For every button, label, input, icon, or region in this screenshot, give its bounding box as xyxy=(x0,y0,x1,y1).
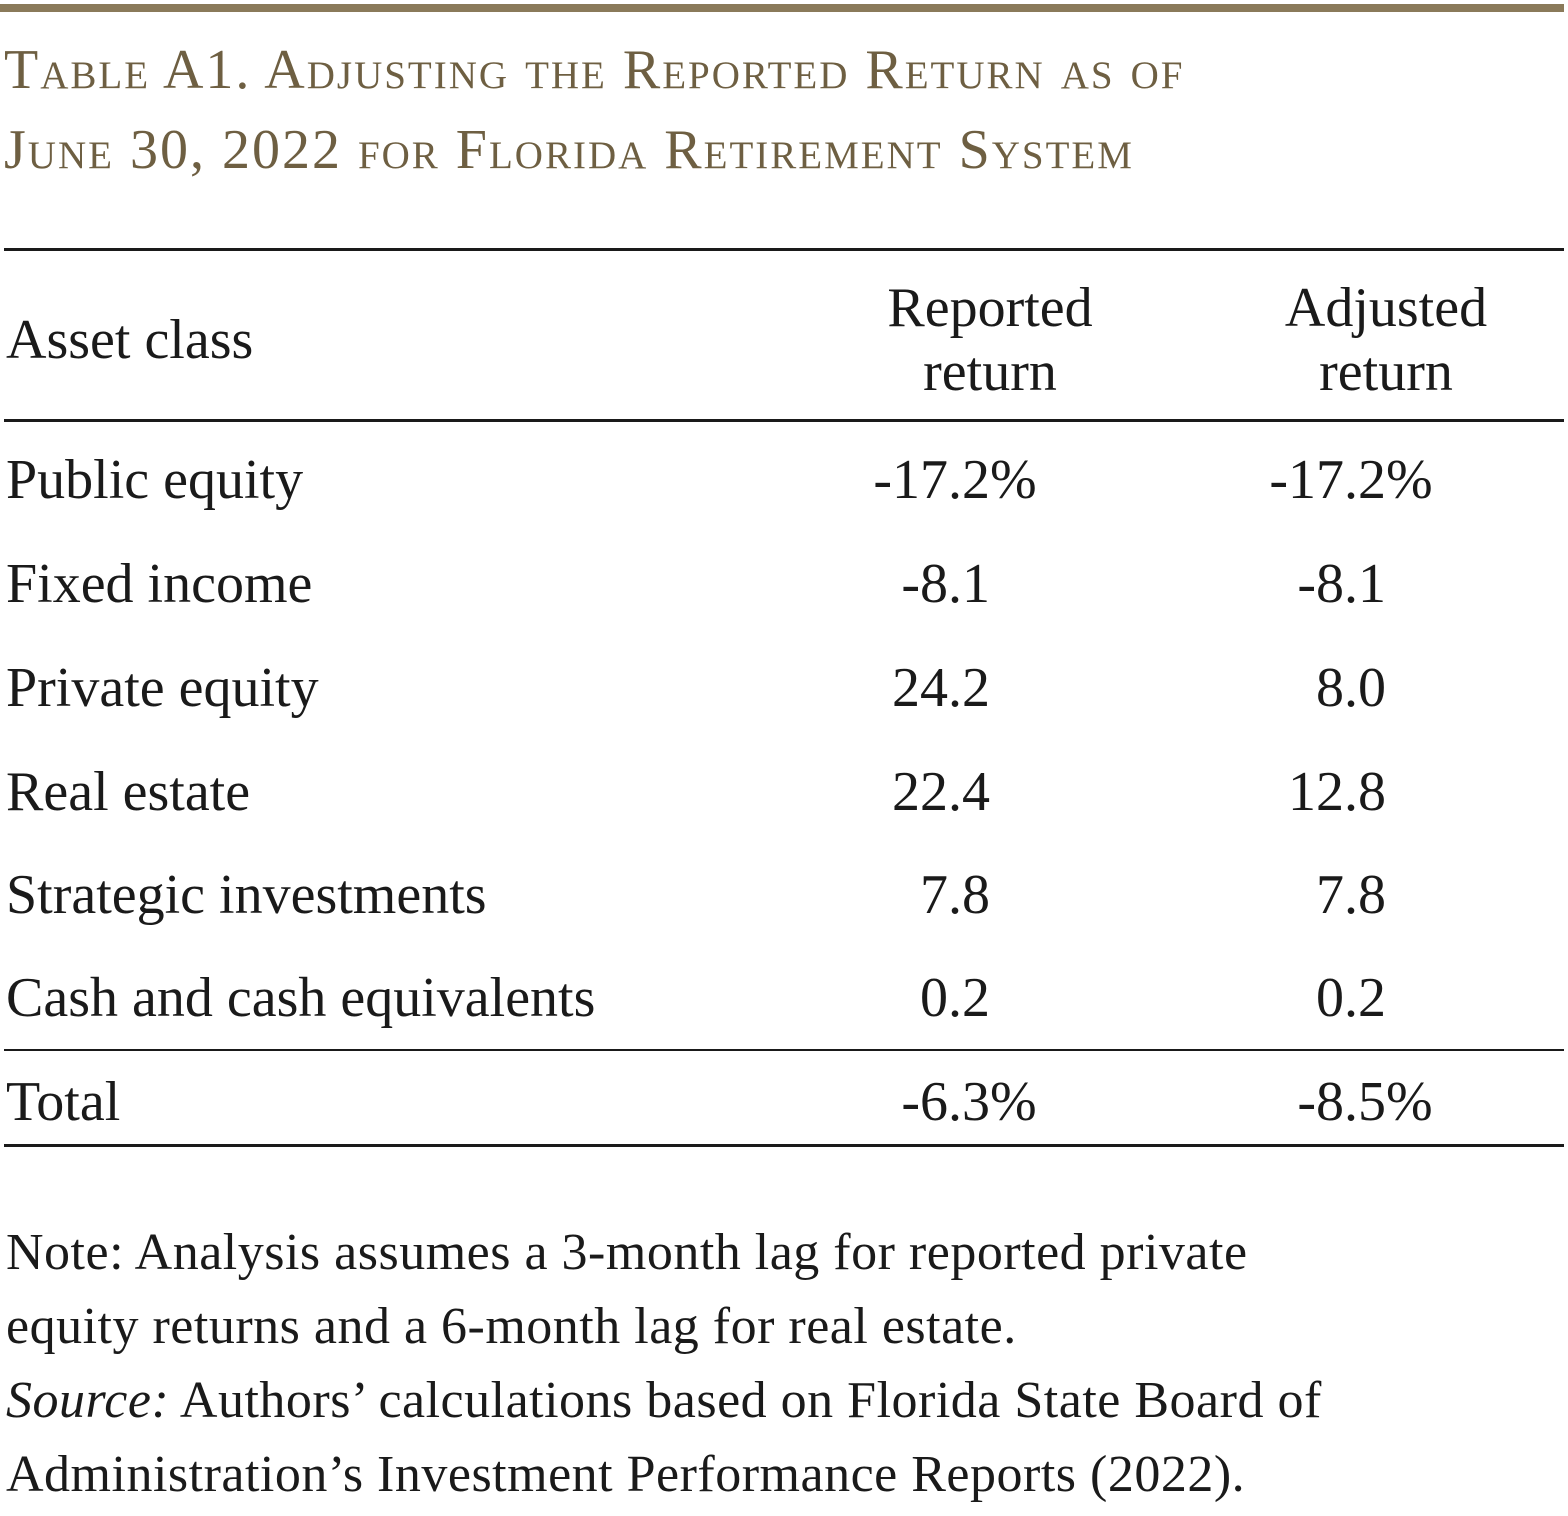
table-notes: Note: Analysis assumes a 3-month lag for… xyxy=(6,1216,1566,1512)
table-title: Table A1. Adjusting the Reported Return … xyxy=(4,30,1544,190)
table-row: Cash and cash equivalents 0.2 0.2 xyxy=(0,946,1568,1050)
row-label: Strategic investments xyxy=(6,864,487,926)
row-label: Fixed income xyxy=(6,553,313,615)
header-reported-line-1: Reported xyxy=(887,277,1093,339)
reported-value: 24.2 xyxy=(892,657,990,719)
table-row: Public equity -17.2% -17.2% xyxy=(0,428,1568,532)
table-row: Strategic investments 7.8 7.8 xyxy=(0,843,1568,947)
reported-value: 7.8 xyxy=(920,864,990,926)
note-line-1: Note: Analysis assumes a 3-month lag for… xyxy=(6,1224,1248,1281)
adjusted-value: -8.1 xyxy=(1297,553,1386,615)
source-line-2: Administration’s Investment Performance … xyxy=(6,1446,1246,1503)
reported-value: -17.2% xyxy=(873,449,1037,511)
adjusted-value: 0.2 xyxy=(1316,967,1386,1029)
table-title-line-1: Table A1. Adjusting the Reported Return … xyxy=(4,39,1185,101)
reported-value: -8.1 xyxy=(901,553,990,615)
header-adjusted-line-1: Adjusted xyxy=(1284,277,1488,339)
row-label: Public equity xyxy=(6,449,304,511)
header-reported-line-2: return xyxy=(923,341,1057,403)
adjusted-value: 7.8 xyxy=(1316,864,1386,926)
header-adjusted-line-2: return xyxy=(1319,341,1453,403)
total-label: Total xyxy=(6,1071,121,1133)
source-line-1: Source: Authors’ calculations based on F… xyxy=(6,1372,1322,1429)
reported-value: 0.2 xyxy=(920,967,990,1029)
row-label: Real estate xyxy=(6,761,251,823)
total-adjusted-value: -8.5% xyxy=(1297,1071,1433,1133)
table-bottom-rule xyxy=(4,1144,1564,1147)
table-top-rule xyxy=(4,248,1564,251)
table-row: Fixed income -8.1 -8.1 xyxy=(0,532,1568,636)
adjusted-value: 8.0 xyxy=(1316,657,1386,719)
row-label: Private equity xyxy=(6,657,319,719)
note-line-2: equity returns and a 6-month lag for rea… xyxy=(6,1298,1017,1355)
table-row: Private equity 24.2 8.0 xyxy=(0,636,1568,740)
table-title-line-2: June 30, 2022 for Florida Retirement Sys… xyxy=(4,119,1134,181)
header-asset-class: Asset class xyxy=(6,309,254,371)
adjusted-value: -17.2% xyxy=(1269,449,1433,511)
total-top-rule xyxy=(4,1049,1564,1051)
table-total-row: Total -6.3% -8.5% xyxy=(0,1050,1568,1154)
header-bottom-rule xyxy=(4,419,1564,422)
header-reported-return: Reported return xyxy=(830,276,1150,404)
adjusted-value: 12.8 xyxy=(1288,761,1386,823)
total-reported-value: -6.3% xyxy=(901,1071,1037,1133)
table-row: Real estate 22.4 12.8 xyxy=(0,740,1568,844)
top-accent-rule xyxy=(0,4,1564,12)
source-label: Source: xyxy=(6,1372,170,1429)
header-adjusted-return: Adjusted return xyxy=(1226,276,1546,404)
reported-value: 22.4 xyxy=(892,761,990,823)
row-label: Cash and cash equivalents xyxy=(6,967,596,1029)
